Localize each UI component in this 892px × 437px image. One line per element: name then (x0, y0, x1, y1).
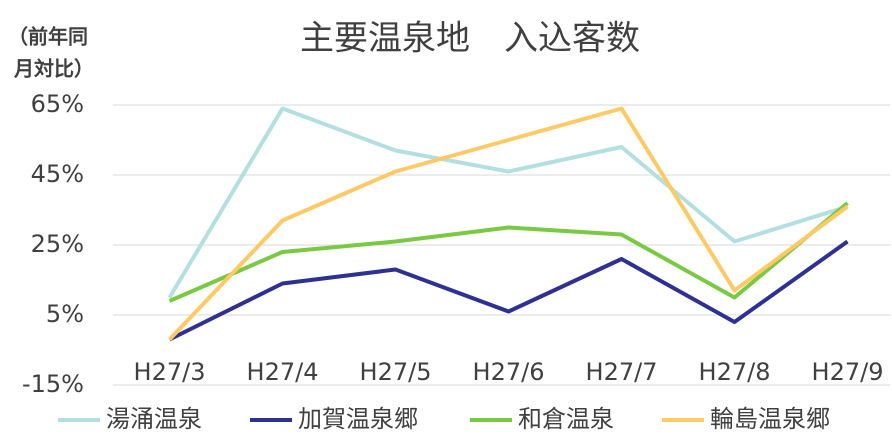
x-tick-label: H27/5 (360, 358, 432, 386)
y-tick-label: -15% (22, 370, 84, 398)
x-tick-label: H27/4 (247, 358, 319, 386)
y-axis-label: 月対比） (13, 57, 94, 81)
series-line (168, 201, 849, 303)
legend-label: 加賀温泉郷 (298, 405, 418, 433)
legend-label: 湯涌温泉 (106, 405, 202, 433)
chart-title: 主要温泉地 入込客数 (300, 19, 640, 59)
series-line (168, 239, 849, 342)
series-line (168, 106, 849, 341)
x-tick-label: H27/6 (473, 358, 545, 386)
x-tick-label: H27/3 (134, 358, 206, 386)
x-tick-label: H27/8 (699, 358, 771, 386)
y-tick-label: 45% (31, 160, 84, 188)
legend-label: 輪島温泉郷 (710, 405, 830, 433)
x-tick-label: H27/9 (812, 358, 884, 386)
y-tick-label: 5% (46, 300, 84, 328)
y-axis-label: （前年同 (8, 25, 88, 49)
y-tick-label: 25% (31, 230, 84, 258)
series-line (167, 106, 849, 299)
y-tick-label: 65% (31, 90, 84, 118)
legend-label: 和倉温泉 (518, 405, 614, 433)
x-tick-label: H27/7 (586, 358, 658, 386)
